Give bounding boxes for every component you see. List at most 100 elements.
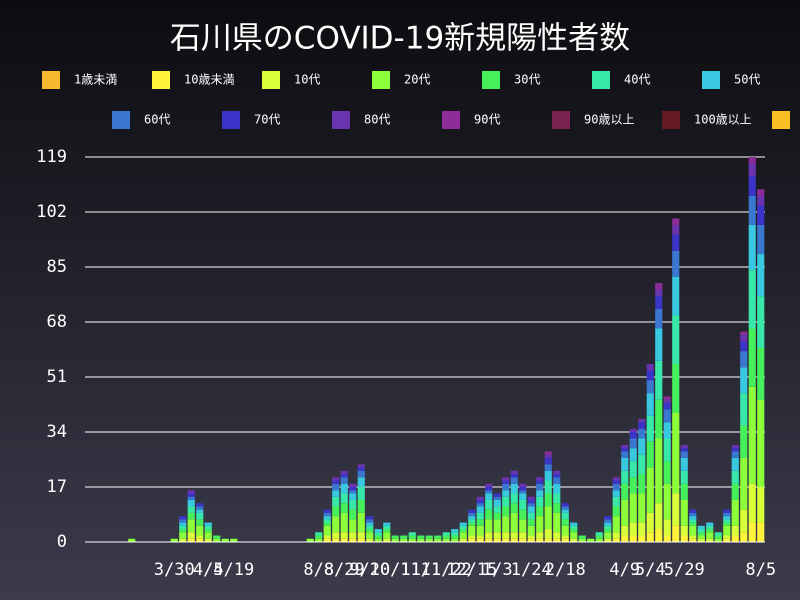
bar-segment (510, 477, 518, 484)
bar-segment (731, 457, 739, 471)
bar-segment (706, 529, 714, 533)
x-tick-label: 11/22 (421, 560, 472, 580)
y-tick-label: 85 (47, 257, 67, 277)
bar-segment (595, 535, 603, 539)
x-tick-label: 12/15 (446, 560, 497, 580)
bar-segment (740, 351, 748, 368)
x-tick-label: 4/9 (609, 560, 640, 580)
bar-segment (400, 535, 408, 539)
bar-segment (510, 512, 518, 533)
bar-segment (697, 529, 705, 533)
bar-segment (748, 270, 756, 329)
bar-segment (544, 451, 552, 455)
bar-segment (689, 535, 697, 539)
bar-segment (663, 461, 671, 484)
bar-segment (587, 538, 595, 542)
bar-segment (349, 519, 357, 533)
bar-segment (561, 503, 569, 507)
bar-segment (502, 516, 510, 533)
bar-segment (536, 538, 544, 542)
bar-segment (340, 483, 348, 494)
bar-segment (731, 499, 739, 526)
bar-segment (553, 503, 561, 513)
x-tick-label: 3/30 (154, 560, 195, 580)
bar-segment (638, 438, 646, 455)
bar-segment (230, 538, 238, 542)
bar-segment (357, 532, 365, 539)
bar-segment (621, 499, 629, 526)
bar-segment (672, 218, 680, 225)
bar-segment (544, 457, 552, 465)
bar-segment (689, 525, 697, 536)
bar-segment (519, 493, 527, 500)
bar-segment (196, 525, 204, 536)
bar-segment (332, 538, 340, 542)
bar-segment (553, 493, 561, 504)
bar-segment (332, 516, 340, 533)
bar-segment (570, 538, 578, 542)
bar-segment (646, 380, 654, 394)
bar-segment (196, 509, 204, 513)
bar-segment (485, 532, 493, 539)
bar-segment (629, 535, 637, 542)
bar-segment (493, 506, 501, 513)
bar-segment (748, 483, 756, 523)
bar-segment (655, 296, 663, 310)
bar-segment (672, 364, 680, 413)
bar-segment (663, 402, 671, 410)
bar-segment (332, 532, 340, 539)
bar-segment (646, 441, 654, 468)
bar-segment (357, 487, 365, 500)
bar-segment (502, 538, 510, 542)
bar-segment (663, 483, 671, 520)
bar-segment (604, 525, 612, 530)
bar-segment (357, 477, 365, 487)
bar-segment (604, 519, 612, 523)
bar-segment (731, 470, 739, 484)
bar-segment (476, 512, 484, 520)
bar-segment (561, 506, 569, 510)
bar-segment (731, 451, 739, 458)
bar-segment (612, 477, 620, 481)
bar-segment (485, 538, 493, 542)
bar-segment (638, 535, 646, 542)
bar-segment (680, 499, 688, 526)
bar-segment (196, 506, 204, 510)
bar-segment (570, 529, 578, 533)
bar-segment (655, 289, 663, 297)
bar-segment (638, 522, 646, 536)
bar-segment (485, 499, 493, 510)
bar-segment (204, 525, 212, 530)
bar-segment (349, 483, 357, 487)
bar-segment (468, 519, 476, 523)
legend-swatch (552, 111, 570, 129)
bar-segment (655, 360, 663, 400)
bar-segment (485, 509, 493, 520)
bar-segment (468, 512, 476, 517)
bar-segment (544, 538, 552, 542)
bar-segment (689, 522, 697, 526)
bar-segment (459, 538, 467, 542)
bar-segment (510, 532, 518, 539)
bar-segment (476, 506, 484, 513)
bar-segment (349, 499, 357, 510)
bar-segment (196, 535, 204, 539)
chart-title: 石川県のCOVID-19新規陽性者数 (170, 21, 630, 57)
bar-segment (680, 535, 688, 542)
legend-label: 70代 (254, 113, 280, 127)
bar-segment (723, 525, 731, 536)
bar-segment (179, 538, 187, 542)
bar-segment (638, 422, 646, 429)
bar-segment (536, 490, 544, 497)
bar-segment (655, 503, 663, 530)
bar-segment (680, 525, 688, 536)
bar-segment (374, 538, 382, 542)
bar-segment (408, 538, 416, 542)
bar-segment (621, 525, 629, 536)
bar-segment (196, 519, 204, 526)
bar-segment (306, 538, 314, 542)
bar-segment (748, 522, 756, 542)
bar-segment (672, 525, 680, 542)
bar-segment (187, 496, 195, 500)
